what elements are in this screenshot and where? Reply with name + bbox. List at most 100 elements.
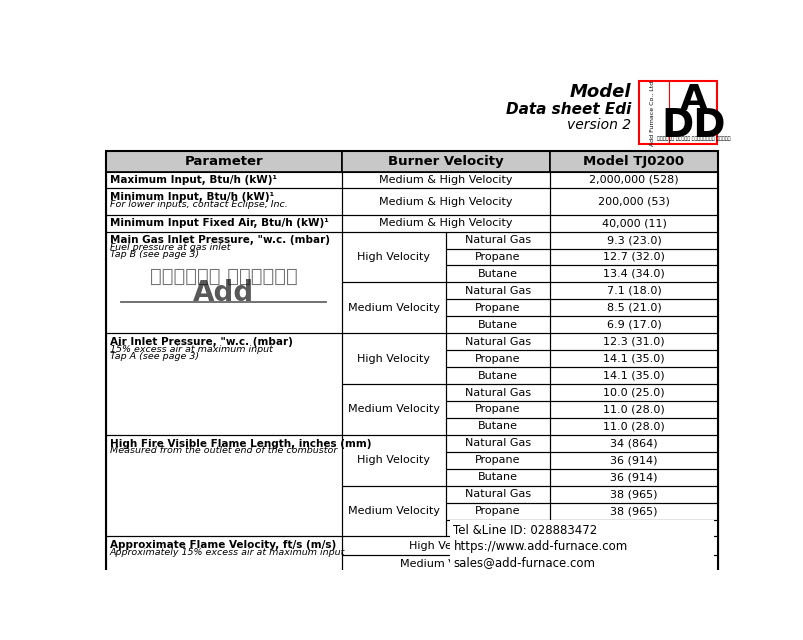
Text: https://www.add-furnace.com: https://www.add-furnace.com: [453, 540, 627, 553]
Text: 40,000 (11): 40,000 (11): [601, 218, 666, 228]
Text: 2,000,000 (528): 2,000,000 (528): [589, 175, 678, 185]
Text: Approximate Flame Velocity, ft/s (m/s): Approximate Flame Velocity, ft/s (m/s): [110, 540, 336, 550]
Text: Butane: Butane: [477, 472, 517, 482]
Bar: [341, 232, 445, 282]
Bar: [445, 468, 549, 486]
Bar: [449, 520, 713, 573]
Bar: [445, 350, 549, 367]
Text: Burner Velocity: Burner Velocity: [387, 155, 503, 168]
Bar: [549, 536, 717, 555]
Text: Model TJ0200: Model TJ0200: [583, 155, 683, 168]
Bar: [106, 152, 341, 172]
Text: 7.1 (18.0): 7.1 (18.0): [605, 286, 661, 296]
Bar: [106, 333, 341, 435]
Bar: [445, 486, 549, 502]
Text: Propane: Propane: [475, 252, 520, 262]
Bar: [549, 502, 717, 520]
Bar: [549, 350, 717, 367]
Bar: [341, 555, 549, 573]
Text: High Velocity: High Velocity: [357, 455, 430, 465]
Bar: [341, 188, 549, 214]
Text: High Fire Visible Flame Length, inches (mm): High Fire Visible Flame Length, inches (…: [110, 438, 371, 449]
Text: 36 (914): 36 (914): [609, 455, 657, 465]
Text: Model: Model: [569, 83, 630, 101]
Bar: [445, 502, 549, 520]
Bar: [549, 486, 717, 502]
Bar: [549, 418, 717, 435]
Bar: [549, 214, 717, 232]
Text: Tap B (see page 3): Tap B (see page 3): [110, 250, 198, 259]
Text: Propane: Propane: [475, 455, 520, 465]
Text: Natural Gas: Natural Gas: [464, 387, 530, 397]
Bar: [445, 300, 549, 316]
Text: 14.1 (35.0): 14.1 (35.0): [602, 371, 664, 381]
Text: Minimum Input, Btu/h (kW)¹: Minimum Input, Btu/h (kW)¹: [110, 192, 274, 202]
Bar: [341, 152, 549, 172]
Text: Natural Gas: Natural Gas: [464, 438, 530, 448]
Bar: [445, 418, 549, 435]
Text: 13.4 (34.0): 13.4 (34.0): [602, 269, 664, 279]
Text: 15% excess air at maximum input: 15% excess air at maximum input: [110, 345, 272, 354]
Text: Tel &Line ID: 028883472: Tel &Line ID: 028883472: [453, 524, 597, 537]
Text: บริษัท แอดด์ เฟอร์เนช จำกัด: บริษัท แอดด์ เฟอร์เนช จำกัด: [656, 136, 729, 141]
Text: Butane: Butane: [477, 320, 517, 330]
Bar: [341, 214, 549, 232]
Bar: [549, 333, 717, 350]
Bar: [549, 266, 717, 282]
Text: 10.0 (25.0): 10.0 (25.0): [602, 387, 664, 397]
Text: Air Inlet Pressure, "w.c. (mbar): Air Inlet Pressure, "w.c. (mbar): [110, 337, 292, 347]
Bar: [341, 172, 549, 188]
Bar: [106, 172, 341, 188]
Bar: [341, 536, 549, 555]
Bar: [549, 232, 717, 248]
Text: Butane: Butane: [477, 421, 517, 431]
Text: Approximately 15% excess air at maximum input: Approximately 15% excess air at maximum …: [110, 548, 344, 557]
Text: 11.0 (28.0): 11.0 (28.0): [602, 421, 664, 431]
Text: Butane: Butane: [477, 371, 517, 381]
Bar: [549, 520, 717, 536]
Bar: [445, 452, 549, 468]
Text: Medium Velocity: Medium Velocity: [347, 506, 439, 516]
Text: 38 (965): 38 (965): [609, 506, 657, 516]
Text: version 2: version 2: [567, 118, 630, 132]
Bar: [106, 536, 341, 573]
Bar: [445, 520, 549, 536]
Bar: [549, 172, 717, 188]
Bar: [549, 188, 717, 214]
Bar: [549, 152, 717, 172]
Text: Natural Gas: Natural Gas: [464, 337, 530, 347]
Bar: [106, 152, 717, 573]
Text: Medium & High Velocity: Medium & High Velocity: [378, 196, 512, 207]
Text: High Velocity: High Velocity: [409, 541, 482, 551]
Bar: [445, 367, 549, 384]
Text: Medium Velocity: Medium Velocity: [347, 404, 439, 415]
Text: Natural Gas: Natural Gas: [464, 235, 530, 245]
Bar: [549, 435, 717, 452]
Bar: [341, 486, 445, 536]
Bar: [341, 384, 445, 435]
Text: For lower inputs, contact Eclipse, Inc.: For lower inputs, contact Eclipse, Inc.: [110, 200, 287, 209]
Bar: [106, 232, 341, 333]
Text: Fuel pressure at gas inlet: Fuel pressure at gas inlet: [110, 243, 230, 252]
Bar: [106, 435, 341, 536]
Text: Natural Gas: Natural Gas: [464, 286, 530, 296]
Bar: [445, 333, 549, 350]
Text: 14.1 (35.0): 14.1 (35.0): [602, 354, 664, 364]
Text: บริษัท เอดีดี: บริษัท เอดีดี: [149, 267, 297, 285]
Text: 6.9 (17.0): 6.9 (17.0): [605, 320, 661, 330]
Text: DD: DD: [660, 107, 725, 145]
Text: A: A: [679, 83, 707, 116]
Text: Add: Add: [193, 279, 254, 307]
Bar: [445, 435, 549, 452]
Text: 11.0 (28.0): 11.0 (28.0): [602, 404, 664, 415]
Text: 9.3 (23.0): 9.3 (23.0): [605, 235, 661, 245]
Text: Main Gas Inlet Pressure, "w.c. (mbar): Main Gas Inlet Pressure, "w.c. (mbar): [110, 236, 329, 245]
Text: Medium & High Velocity: Medium & High Velocity: [378, 175, 512, 185]
Bar: [445, 232, 549, 248]
Text: Measured from the outlet end of the combustor: Measured from the outlet end of the comb…: [110, 447, 336, 456]
Text: Medium & High Velocity: Medium & High Velocity: [378, 218, 512, 228]
Text: 8.5 (21.0): 8.5 (21.0): [605, 303, 661, 313]
Bar: [445, 282, 549, 300]
Bar: [549, 384, 717, 401]
Text: Medium Velocity: Medium Velocity: [347, 303, 439, 313]
